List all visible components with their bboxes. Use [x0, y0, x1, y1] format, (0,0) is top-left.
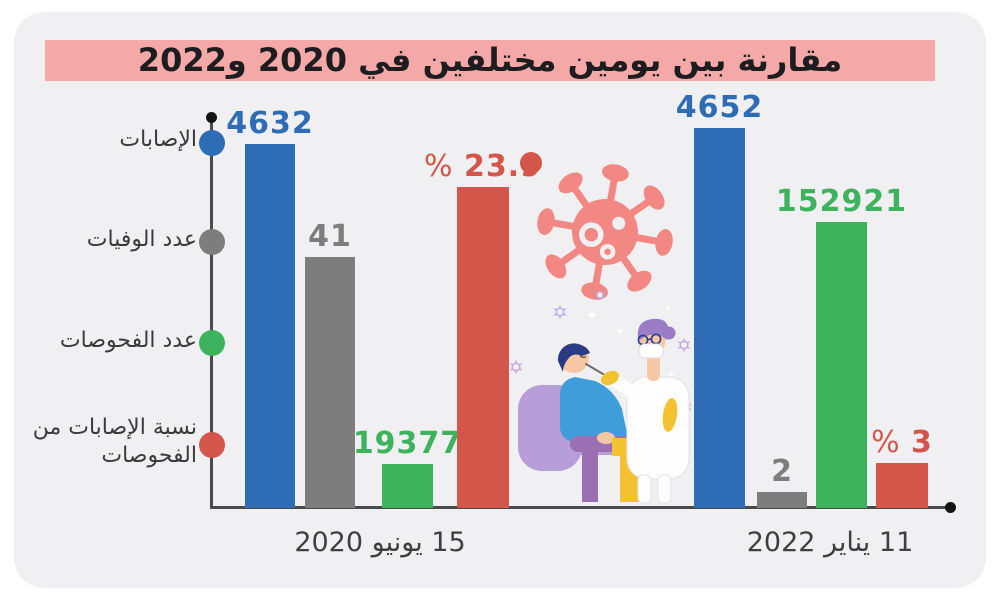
legend-dot-infections [199, 130, 225, 156]
bar-value-label: 41 [308, 219, 352, 254]
y-axis [210, 118, 213, 508]
x-axis [210, 506, 951, 509]
legend-label-deaths: عدد الوفيات [86, 227, 197, 252]
legend-label-tests: عدد الفحوصات [59, 328, 197, 353]
legend-dot-deaths [199, 229, 225, 255]
patient-shirt [560, 377, 629, 446]
virus-particle-icon [553, 304, 567, 320]
legend-dot-positivity [199, 432, 225, 458]
category-label-2022: 11 يناير 2022 [746, 527, 914, 558]
bar-positivity-2020: % 23.9 [424, 149, 541, 508]
bar-value-label: % 3 [871, 425, 933, 460]
bar-value-label: 152921 [775, 184, 908, 219]
swab-test-illustration [509, 152, 692, 504]
virus-particle-icon [677, 337, 691, 353]
bar-infections-2020: 4632 [226, 106, 313, 508]
bar-infections-2022: 4652 [676, 90, 762, 508]
nurse-cap-bun [662, 326, 676, 340]
bar-deaths-2022: 2 [757, 454, 807, 508]
nurse-leg [637, 474, 652, 504]
virus-particle-icon [509, 359, 523, 375]
red-virus-particle [520, 152, 542, 174]
nurse-gown [626, 376, 690, 480]
title-band: مقارنة بين يومين مختلفين في 2020 و2022 [45, 40, 935, 81]
nurse-leg [657, 474, 672, 504]
nurse-glove [600, 370, 620, 386]
bar-tests-2020: 19377 [353, 426, 461, 508]
bar-tests-2022: 152921 [776, 184, 906, 508]
legend-label-infections: الإصابات [119, 127, 197, 152]
category-label-2020: 15 يونيو 2020 [294, 527, 466, 558]
x-axis-end-dot [945, 502, 956, 513]
bar-value-label: 19377 [352, 426, 463, 461]
patient-hand [597, 432, 615, 444]
percent-sign: % [871, 425, 900, 460]
chair-leg [582, 450, 598, 502]
nurse-mask [638, 343, 664, 359]
bar-value-label: 4632 [226, 106, 314, 141]
swab-stick [585, 363, 604, 375]
percent-sign: % [424, 149, 453, 184]
legend-label-positivity: نسبة الإصابات من الفحوصات [32, 415, 197, 468]
legend-dot-tests [199, 330, 225, 356]
coronavirus-icon [537, 164, 673, 300]
patient-and-nurse [518, 318, 690, 504]
bar-positivity-2022: % 3 [871, 425, 932, 508]
y-axis-end-dot [206, 112, 217, 123]
bar-value-label: 4652 [675, 90, 764, 125]
page-title: مقارنة بين يومين مختلفين في 2020 و2022 [137, 41, 843, 79]
nurse-cap [637, 318, 669, 340]
bar-deaths-2020: 41 [305, 219, 355, 508]
bar-value-label: 2 [771, 454, 793, 489]
patient-hair [557, 343, 590, 372]
percent-value: 3 [911, 425, 933, 460]
patient-eye [579, 355, 587, 359]
nurse-glove [662, 398, 678, 432]
